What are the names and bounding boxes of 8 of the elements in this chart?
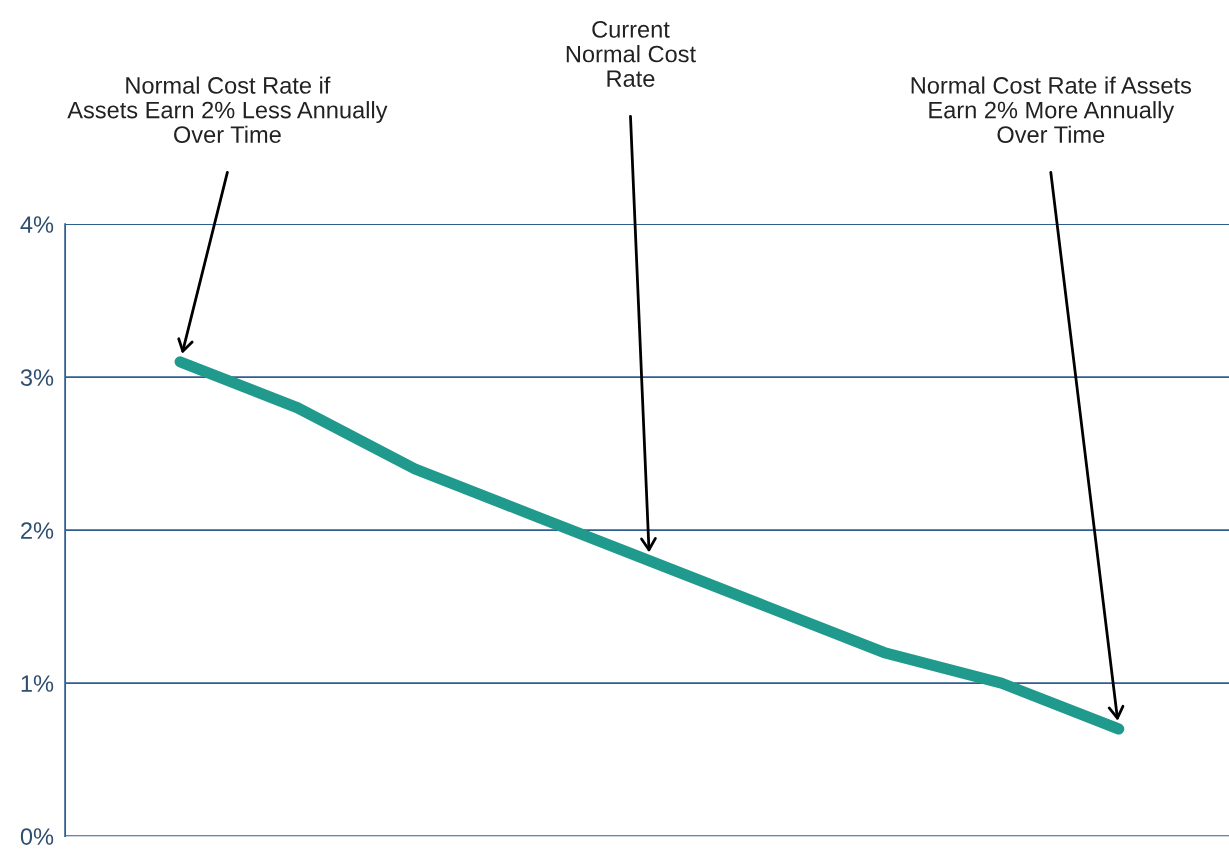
text: Normal Cost Rate if Assets Earn 2% Less Annually Over Time [67,76,388,143]
y-tick-label: 1% [21,675,54,692]
y-tick-label: 4% [20,216,54,233]
text: Normal Cost Rate if Assets Earn 2% More Annually Over Time [911,76,1192,143]
y-tick-label: 0% [20,828,54,845]
y-tick-label: 3% [20,369,54,386]
y-tick-label: 2% [21,522,54,539]
text: Current Normal Cost Rate [566,21,696,87]
